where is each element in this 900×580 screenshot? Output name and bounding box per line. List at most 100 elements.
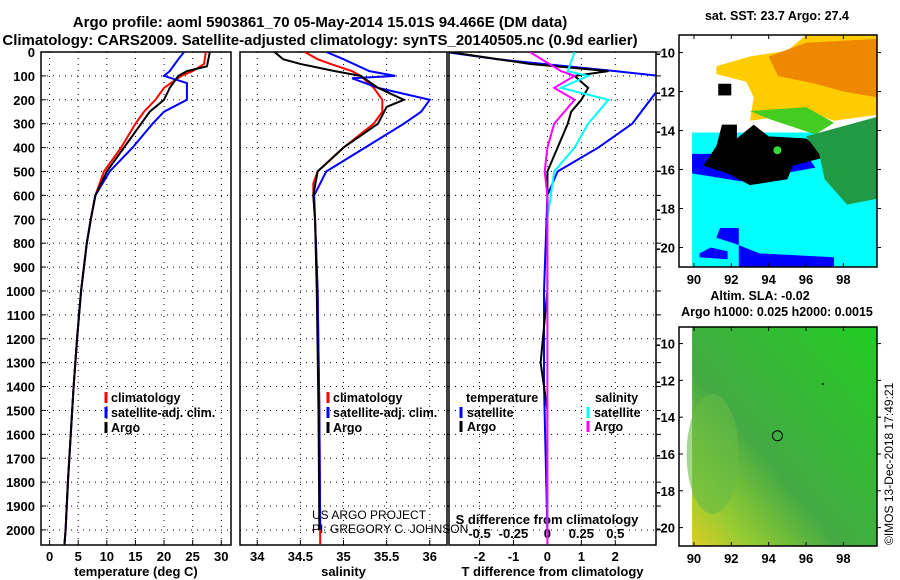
x-axis-label: salinity: [321, 564, 367, 579]
x-tick-label: 0: [544, 549, 551, 564]
series-line-argo: [273, 52, 407, 530]
black-patch: [718, 83, 732, 96]
y-tick-label: 1800: [6, 475, 35, 490]
legend-label: Argo: [467, 420, 497, 434]
x-tick-label: 94: [761, 551, 776, 566]
x-tick-label: 1: [578, 549, 585, 564]
x-tick-label: 10: [100, 549, 114, 564]
map-frame: [678, 34, 878, 268]
y-tick-label: 700: [13, 212, 35, 227]
y-tick-label: 500: [13, 164, 35, 179]
series-line-argo: [63, 52, 211, 545]
x2-tick-label: 0.25: [569, 526, 594, 541]
y-tick-label: 1300: [6, 356, 35, 371]
x-tick-label: 34: [250, 549, 265, 564]
difference-panel: -2 -1 0 1 2-0.5 -0.25 0 0.25 0.5S difference fro…: [448, 51, 661, 579]
legend-heading: salinity: [595, 391, 638, 405]
x2-tick-label: -0.25: [499, 526, 529, 541]
y-tick-label: 1600: [6, 427, 35, 442]
legend-label: satellite-adj. clim.: [111, 406, 215, 420]
x-tick-label: 92: [724, 272, 738, 287]
y-tick-label: 1700: [6, 451, 35, 466]
watermark: ©IMOS 13-Dec-2018 17:49:21: [882, 382, 896, 545]
legend-label: Argo: [111, 421, 141, 435]
x2-tick-label: -0.5: [468, 526, 490, 541]
salinity-panel: 34 34.5 35 35.5 36 salinity climatologysatelli…: [239, 51, 452, 579]
argo-position-marker: [772, 145, 783, 156]
y-tick-label: 1500: [6, 403, 35, 418]
series-line-s-argo: [529, 52, 577, 545]
map-title: Altim. SLA: -0.02: [710, 289, 809, 303]
x-tick-label: 30: [214, 549, 228, 564]
y-tick-label: 1900: [6, 499, 35, 514]
y-tick-label: 1100: [7, 308, 35, 323]
lightgreen-region: [749, 107, 835, 135]
x-tick-label: 92: [724, 551, 738, 566]
credit-line1: US ARGO PROJECT: [312, 508, 427, 522]
y-tick-label: 900: [13, 260, 35, 275]
y-tick-label: 200: [13, 93, 35, 108]
legend-label: satellite-adj. clim.: [333, 406, 437, 420]
x-tick-label: 2: [612, 549, 619, 564]
y-tick-label: -10: [656, 337, 675, 352]
x-tick-label: 36: [423, 549, 437, 564]
legend-label: Argo: [594, 420, 624, 434]
x-tick-label: 94: [761, 272, 776, 287]
black-region: [703, 124, 831, 186]
y-tick-label: 600: [13, 188, 35, 203]
blue-patch: [716, 228, 835, 267]
y-tick-label: -18: [656, 202, 675, 217]
sla-anomaly: [686, 393, 739, 514]
x-tick-label: 5: [75, 549, 82, 564]
x-tick-label: 98: [836, 272, 850, 287]
map-subtitle: Argo h1000: 0.025 h2000: 0.0015: [681, 305, 873, 319]
y-tick-label: -12: [656, 373, 675, 388]
x-tick-label: 35: [336, 549, 350, 564]
x-tick-label: 25: [185, 549, 199, 564]
y-tick-label: 800: [13, 236, 35, 251]
y-tick-label: 100: [13, 69, 35, 84]
x-axis-label: T difference from climatology: [461, 564, 644, 579]
y-tick-label: -20: [656, 521, 675, 536]
y-tick-label: 0: [28, 45, 35, 60]
sla-map: 90 92 94 96 98 -10 -12 -14 -16 -18 -20 Altim. SLA: …: [656, 289, 881, 566]
y-tick-label: 1200: [6, 332, 35, 347]
x-tick-label: 96: [799, 272, 813, 287]
y-tick-label: -12: [656, 85, 675, 100]
x-tick-label: 0: [46, 549, 53, 564]
x-tick-label: 34.5: [288, 549, 313, 564]
sst-map: 90 92 94 96 98 -10 -12 -14 -16 -18 -20 sat. SST: 23…: [656, 9, 881, 287]
y-tick-label: -10: [656, 46, 675, 61]
y-tick-label: -14: [656, 124, 676, 139]
y-tick-label: 1400: [6, 380, 35, 395]
title-line1: Argo profile: aoml 5903861_70 05-May-201…: [73, 14, 567, 31]
y-tick-label: -16: [656, 447, 675, 462]
x2-tick-label: 0.5: [606, 526, 624, 541]
y-tick-label: -18: [656, 484, 675, 499]
credit-line2: PI: GREGORY C. JOHNSON: [312, 522, 468, 536]
blue-patch: [699, 247, 728, 260]
plot-frame: [448, 51, 657, 546]
map-frame: [678, 326, 878, 547]
x-tick-label: 20: [157, 549, 171, 564]
legend-heading: temperature: [466, 391, 538, 405]
title-line2: Climatology: CARS2009. Satellite-adjuste…: [2, 32, 637, 49]
x-tick-label: 96: [799, 551, 813, 566]
x-tick-label: -2: [474, 549, 486, 564]
y-tick-label: -20: [656, 241, 675, 256]
x-tick-label: 35.5: [374, 549, 399, 564]
argo-position-marker: [771, 430, 783, 442]
series-line-t-argo: [449, 52, 609, 530]
x-tick-label: 90: [687, 272, 701, 287]
dot-marker: [821, 383, 824, 386]
map-title: sat. SST: 23.7 Argo: 27.4: [705, 9, 849, 23]
y-tick-label: 300: [13, 117, 35, 132]
x-tick-label: -1: [508, 549, 520, 564]
legend-label: climatology: [111, 391, 181, 405]
green-region: [806, 116, 877, 205]
x-tick-label: 98: [836, 551, 850, 566]
x-axis-label: temperature (deg C): [74, 564, 198, 579]
y-tick-label: 2000: [6, 523, 35, 538]
